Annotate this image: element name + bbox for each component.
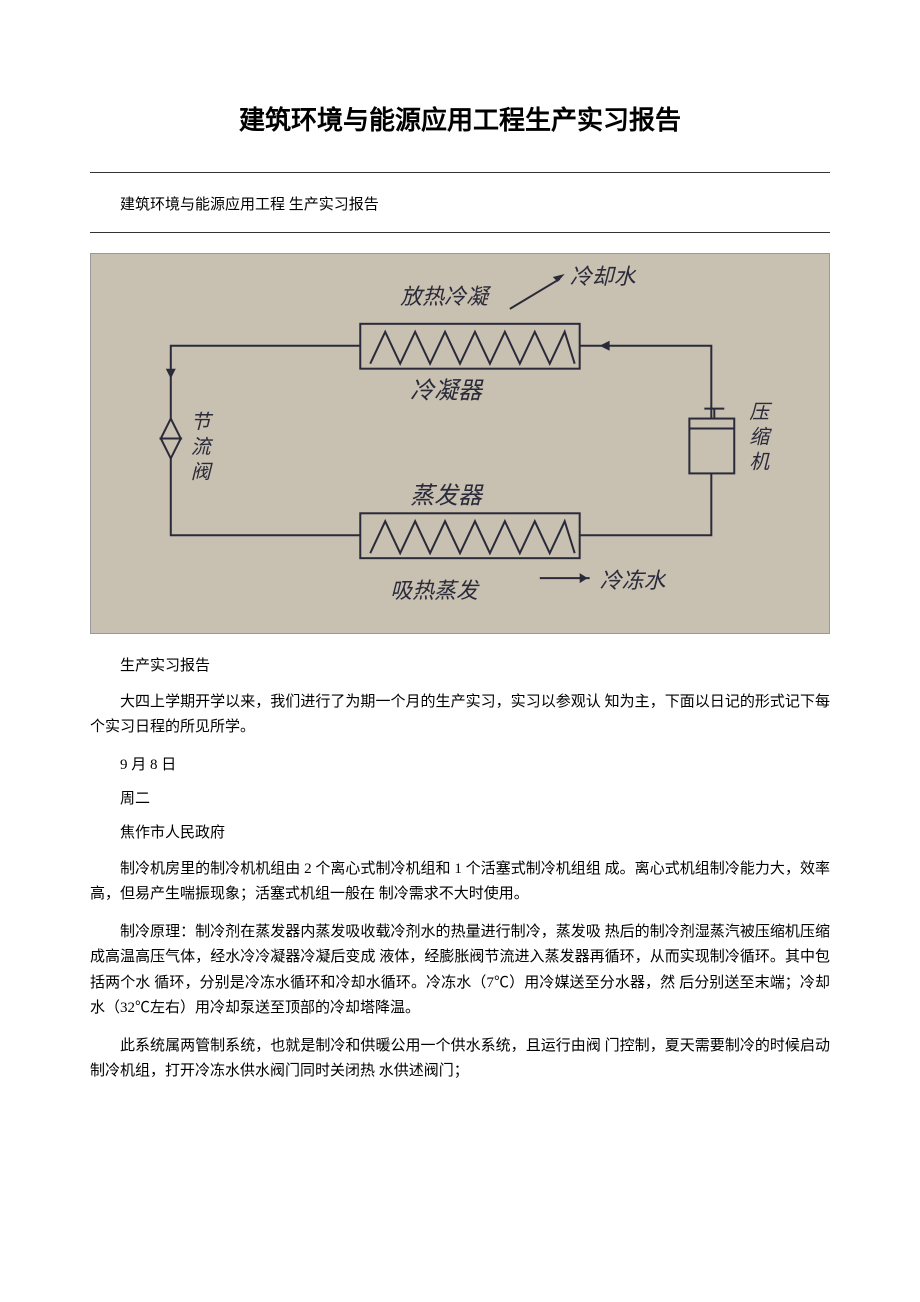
label-compressor-3: 机 [749,451,770,473]
paragraph-2: 制冷原理：制冷剂在蒸发器内蒸发吸收载冷剂水的热量进行制冷，蒸发吸 热后的制冷剂湿… [90,920,830,1022]
document-subtitle: 建筑环境与能源应用工程 生产实习报告 [90,193,830,217]
paragraph-1: 制冷机房里的制冷机机组由 2 个离心式制冷机组和 1 个活塞式制冷机组组 成。离… [90,857,830,908]
diagram-svg: 放热冷凝 冷却水 冷凝器 节 流 阀 压 缩 机 蒸发器 吸热蒸发 冷冻水 [91,254,829,633]
paragraph-3: 此系统属两管制系统，也就是制冷和供暖公用一个供水系统，且运行由阀 门控制，夏天需… [90,1034,830,1085]
label-bottom-action: 吸热蒸发 [390,578,480,603]
section-heading: 生产实习报告 [90,654,830,678]
label-condenser: 冷凝器 [410,377,484,404]
day-line: 周二 [90,787,830,811]
label-compressor-2: 缩 [749,426,772,448]
label-top-action: 放热冷凝 [400,283,492,308]
document-title: 建筑环境与能源应用工程生产实习报告 [90,100,830,142]
divider-below-subtitle [90,232,830,233]
label-valve-2: 流 [191,436,214,458]
divider-top [90,172,830,173]
label-valve-3: 阀 [191,461,214,483]
label-cooling-water: 冷却水 [570,264,637,289]
intro-paragraph: 大四上学期开学以来，我们进行了为期一个月的生产实习，实习以参观认 知为主，下面以… [90,690,830,741]
label-evaporator: 蒸发器 [410,482,484,509]
label-chilled-water: 冷冻水 [600,568,667,593]
location-line: 焦作市人民政府 [90,821,830,845]
date-line: 9 月 8 日 [90,753,830,777]
label-valve-1: 节 [191,411,214,433]
refrigeration-cycle-diagram: 放热冷凝 冷却水 冷凝器 节 流 阀 压 缩 机 蒸发器 吸热蒸发 冷冻水 [90,253,830,634]
